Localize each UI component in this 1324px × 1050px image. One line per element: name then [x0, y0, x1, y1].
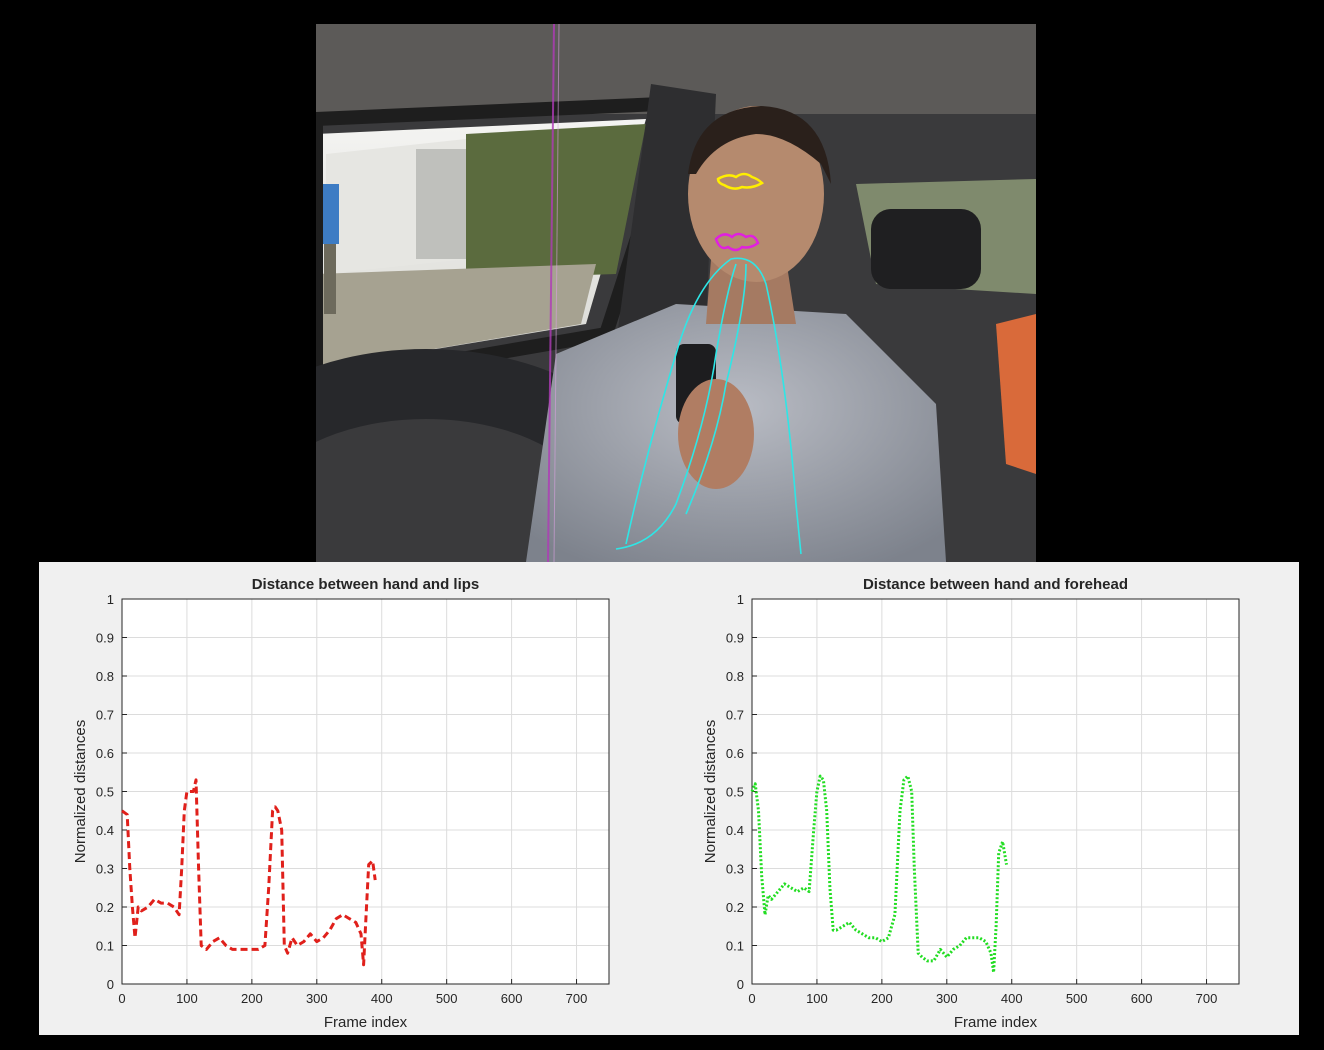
x-tick-label: 300 — [306, 991, 328, 1006]
x-axis-label: Frame index — [954, 1014, 1038, 1031]
chart-forehead: 0 100 200 300 400 500 600 700 0 0.1 0.2 0.3 0.4 0.5 0.… — [702, 576, 1240, 1031]
x-tick-label: 500 — [436, 991, 458, 1006]
y-axis-label: Normalized distances — [702, 720, 719, 863]
chart-title: Distance between hand and lips — [252, 576, 480, 593]
x-tick-label: 100 — [806, 991, 828, 1006]
lips-marker — [714, 232, 760, 252]
figure-panel: 0 100 200 300 400 500 600 700 0 0.1 0.2 0.3 0.4 0.5 0.… — [39, 562, 1299, 1035]
x-tick-label: 100 — [176, 991, 198, 1006]
x-tick-label: 0 — [118, 991, 125, 1006]
y-tick-label: 1 — [107, 592, 114, 607]
charts-canvas: 0 100 200 300 400 500 600 70000.10.20.30.40.50.… — [72, 576, 1240, 1031]
y-tick-label: 0.7 — [726, 708, 744, 723]
cabin-scene-image — [316, 24, 1036, 562]
chart-lips: 0 100 200 300 400 500 600 700 0 0.1 0.2 0.3 0.4 0.5 0.… — [72, 576, 610, 1031]
x-tick-label: 300 — [936, 991, 958, 1006]
x-tick-label: 400 — [1001, 991, 1023, 1006]
y-tick-label: 0.6 — [726, 746, 744, 761]
y-tick-label: 0.2 — [726, 900, 744, 915]
y-axis-label: Normalized distances — [72, 720, 89, 863]
forehead-marker — [716, 172, 765, 190]
x-tick-label: 700 — [1196, 991, 1218, 1006]
hand-trajectory-path — [615, 257, 802, 555]
series-line-lips — [121, 778, 377, 967]
y-tick-label: 0.2 — [96, 900, 114, 915]
x-tick-label: 400 — [371, 991, 393, 1006]
y-tick-label: 0.9 — [726, 631, 744, 646]
video-frame — [316, 24, 1036, 562]
y-tick-label: 0.4 — [726, 823, 744, 838]
x-tick-label: 0 — [748, 991, 755, 1006]
x-axis-label: Frame index — [324, 1014, 408, 1031]
y-tick-label: 0.1 — [726, 939, 744, 954]
x-tick-label: 600 — [501, 991, 523, 1006]
y-tick-label: 0 — [107, 977, 114, 992]
y-tick-label: 0 — [737, 977, 744, 992]
y-tick-label: 0.3 — [96, 862, 114, 877]
x-tick-label: 500 — [1066, 991, 1088, 1006]
y-tick-label: 0.9 — [96, 631, 114, 646]
y-tick-label: 0.5 — [96, 785, 114, 800]
x-tick-label: 700 — [566, 991, 588, 1006]
y-tick-label: 0.3 — [726, 862, 744, 877]
chart-title: Distance between hand and forehead — [863, 576, 1128, 593]
x-tick-label: 600 — [1131, 991, 1153, 1006]
y-tick-label: 0.8 — [96, 669, 114, 684]
y-tick-label: 0.4 — [96, 823, 114, 838]
y-tick-label: 0.1 — [96, 939, 114, 954]
y-tick-label: 0.6 — [96, 746, 114, 761]
y-tick-label: 0.5 — [726, 785, 744, 800]
y-tick-label: 1 — [737, 592, 744, 607]
y-tick-label: 0.7 — [96, 708, 114, 723]
x-tick-label: 200 — [241, 991, 263, 1006]
x-tick-label: 200 — [871, 991, 893, 1006]
y-tick-label: 0.8 — [726, 669, 744, 684]
